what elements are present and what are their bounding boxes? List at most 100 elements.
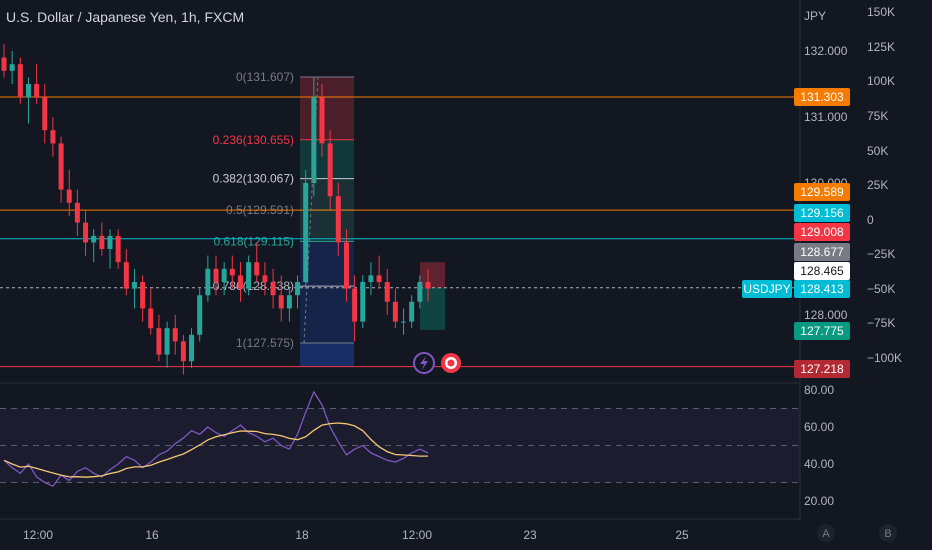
price-tag-label: 128.677 bbox=[800, 245, 844, 259]
candle-body bbox=[278, 295, 284, 309]
candle-body bbox=[189, 334, 195, 362]
time-axis-tick: 16 bbox=[145, 528, 159, 542]
candle-body bbox=[58, 143, 64, 190]
volume-axis-tick: 25K bbox=[867, 178, 888, 192]
candle-body bbox=[286, 295, 292, 309]
scale-toggle-label: B bbox=[884, 528, 891, 540]
time-axis-tick: 18 bbox=[295, 528, 309, 542]
candle-body bbox=[9, 64, 15, 71]
candle-body bbox=[83, 222, 89, 243]
price-tag-label: 128.413 bbox=[800, 282, 844, 296]
candle-body bbox=[74, 202, 80, 223]
candle-body bbox=[319, 97, 325, 144]
volume-axis-tick: 75K bbox=[867, 109, 888, 123]
candle-body bbox=[148, 308, 154, 329]
price-tag bbox=[794, 360, 850, 378]
rsi-axis-tick: 20.00 bbox=[804, 494, 834, 508]
candle-body bbox=[425, 282, 431, 289]
candle-body bbox=[123, 262, 129, 289]
price-axis-tick: 128.000 bbox=[804, 308, 848, 322]
volume-axis-tick: 50K bbox=[867, 144, 888, 158]
volume-axis-tick: −100K bbox=[867, 351, 902, 365]
fib-level-label: 0(131.607) bbox=[236, 70, 294, 84]
candle-body bbox=[180, 341, 186, 362]
candle-body bbox=[99, 235, 105, 249]
candle-body bbox=[246, 262, 252, 289]
price-tag-label: 127.218 bbox=[800, 362, 844, 376]
candle-body bbox=[327, 143, 333, 197]
price-tag bbox=[794, 322, 850, 340]
candle-body bbox=[213, 268, 219, 282]
lightning-icon-glyph bbox=[420, 356, 428, 370]
volume-axis-tick: −75K bbox=[867, 316, 895, 330]
candle-body bbox=[368, 275, 374, 282]
candle-body bbox=[376, 275, 382, 282]
candle-body bbox=[115, 235, 121, 263]
candle-body bbox=[1, 57, 7, 71]
candle-body bbox=[50, 130, 56, 144]
candle-body bbox=[262, 275, 268, 282]
price-axis-unit: JPY bbox=[804, 9, 826, 23]
price-axis-tick: 131.000 bbox=[804, 110, 848, 124]
candle-body bbox=[303, 183, 309, 282]
rsi-axis-tick: 60.00 bbox=[804, 420, 834, 434]
candle-body bbox=[335, 196, 341, 243]
candle-body bbox=[392, 301, 398, 322]
candle-body bbox=[66, 189, 72, 203]
price-tag-label: 129.589 bbox=[800, 185, 844, 199]
candle-body bbox=[25, 84, 31, 98]
candle-body bbox=[409, 301, 415, 322]
candle-body bbox=[384, 282, 390, 302]
price-tag bbox=[794, 88, 850, 106]
time-axis-tick: 12:00 bbox=[23, 528, 53, 542]
volume-axis-tick: 150K bbox=[867, 5, 895, 19]
fib-level-label: 0.236(130.655) bbox=[213, 133, 294, 147]
rsi-line bbox=[3, 390, 429, 488]
time-axis-tick: 25 bbox=[675, 528, 689, 542]
candle-body bbox=[401, 321, 407, 323]
candle-body bbox=[91, 235, 97, 243]
price-tag bbox=[794, 262, 850, 280]
symbol-tag-label: USDJPY bbox=[743, 282, 790, 296]
candle-body bbox=[34, 84, 40, 98]
price-tag-label: 129.156 bbox=[800, 206, 844, 220]
candle-body bbox=[131, 282, 137, 289]
candle-body bbox=[107, 235, 113, 249]
price-tag bbox=[794, 280, 850, 298]
price-tag bbox=[794, 243, 850, 261]
time-axis-tick: 23 bbox=[523, 528, 537, 542]
candle-body bbox=[311, 97, 317, 183]
price-tag-label: 129.008 bbox=[800, 225, 844, 239]
symbol-tag bbox=[742, 280, 792, 298]
candle-body bbox=[197, 295, 203, 335]
fib-level-label: 0.382(130.067) bbox=[213, 172, 294, 186]
fib-zone-0-0236 bbox=[300, 76, 354, 140]
candle-body bbox=[17, 64, 23, 98]
rsi-ma-line bbox=[3, 422, 428, 478]
time-axis-tick: 12:00 bbox=[402, 528, 432, 542]
scale-toggle-button bbox=[817, 524, 835, 542]
scale-toggle-button bbox=[879, 524, 897, 542]
volume-axis-tick: 125K bbox=[867, 40, 895, 54]
candle-body bbox=[42, 97, 48, 131]
candle-body bbox=[140, 282, 146, 309]
candle-body bbox=[229, 268, 235, 276]
price-tag-label: 128.465 bbox=[800, 264, 844, 278]
volume-axis-tick: −50K bbox=[867, 282, 895, 296]
candle-body bbox=[417, 282, 423, 302]
fib-level-label: 0.618(129.115) bbox=[213, 234, 294, 248]
candle-body bbox=[164, 328, 170, 355]
candle-body bbox=[360, 282, 366, 322]
position-stop-zone bbox=[420, 262, 445, 288]
chart-title: U.S. Dollar / Japanese Yen, 1h, FXCM bbox=[6, 9, 245, 25]
price-tag bbox=[794, 183, 850, 201]
price-tag bbox=[794, 223, 850, 241]
rsi-axis-tick: 80.00 bbox=[804, 383, 834, 397]
record-icon-dot bbox=[447, 359, 455, 367]
position-target-zone bbox=[420, 287, 445, 330]
price-tag-label: 131.303 bbox=[800, 90, 844, 104]
price-tag-label: 127.775 bbox=[800, 324, 844, 338]
candle-body bbox=[254, 262, 260, 276]
candle-body bbox=[221, 268, 227, 282]
